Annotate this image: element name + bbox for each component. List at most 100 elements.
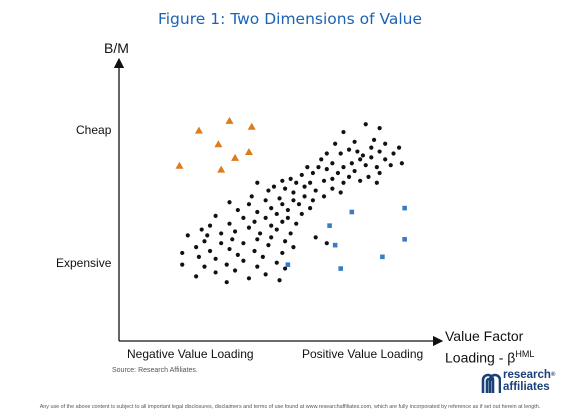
dot-point-20: [388, 163, 393, 168]
dot-point-11: [391, 151, 396, 156]
triangle-point-6: [175, 161, 184, 169]
dot-point-44: [294, 180, 299, 185]
dot-point-85: [199, 227, 204, 232]
dot-point-1: [377, 126, 382, 131]
dot-point-26: [341, 165, 346, 170]
dot-point-62: [227, 200, 232, 205]
dot-point-117: [283, 266, 288, 271]
dot-point-82: [207, 223, 213, 228]
square-point-5: [380, 254, 385, 260]
dot-point-25: [399, 161, 404, 166]
dot-point-125: [313, 235, 318, 240]
dot-point-93: [230, 237, 235, 242]
dot-point-84: [274, 227, 279, 232]
dot-point-108: [260, 254, 265, 259]
dot-point-47: [302, 184, 307, 189]
dot-point-64: [246, 202, 252, 207]
dot-point-13: [360, 153, 366, 158]
square-point-7: [338, 266, 343, 271]
dot-point-24: [374, 165, 379, 170]
x-axis-label: Value Factor Loading - βHML: [445, 327, 534, 367]
chart-marks: [175, 116, 407, 285]
dot-point-74: [263, 215, 268, 220]
dot-point-115: [255, 264, 260, 269]
dot-point-43: [280, 178, 285, 183]
dot-point-16: [369, 155, 374, 160]
dot-point-27: [316, 165, 321, 170]
dot-point-12: [396, 145, 402, 150]
dot-point-86: [232, 229, 238, 234]
logo-line1: research: [503, 369, 551, 381]
x-tick-positive: Positive Value Loading: [302, 347, 424, 361]
dot-point-56: [321, 194, 327, 199]
dot-point-110: [213, 256, 218, 261]
dot-point-15: [324, 151, 329, 156]
dot-point-38: [358, 178, 363, 183]
dot-point-68: [285, 207, 290, 213]
triangle-point-1: [247, 122, 256, 130]
dot-point-8: [346, 147, 352, 152]
dot-point-40: [321, 178, 327, 183]
dot-point-73: [213, 213, 218, 218]
x-axis-label-sup: HML: [515, 349, 535, 359]
dot-point-36: [299, 172, 304, 178]
triangle-point-4: [244, 148, 253, 156]
x-axis-label-text2: Loading - β: [445, 349, 516, 366]
dot-point-9: [355, 149, 360, 154]
dot-point-114: [224, 262, 229, 267]
triangle-point-3: [214, 140, 223, 148]
dot-point-51: [313, 188, 318, 193]
logo-mark-icon: [481, 373, 501, 393]
dot-point-122: [246, 276, 252, 281]
dot-point-32: [335, 170, 341, 176]
dot-point-61: [310, 198, 315, 203]
dot-point-50: [283, 186, 288, 191]
dot-point-45: [374, 180, 379, 185]
dot-point-106: [180, 250, 185, 256]
square-point-4: [332, 242, 338, 248]
dot-point-105: [280, 250, 285, 256]
dot-point-121: [194, 274, 199, 279]
y-tick-cheap: Cheap: [76, 123, 112, 137]
dot-point-63: [280, 202, 285, 207]
dot-point-5: [383, 141, 388, 146]
dot-point-76: [241, 215, 246, 220]
x-axis-label-line2: Loading - βHML: [445, 345, 534, 367]
dot-point-57: [277, 196, 282, 201]
dot-point-120: [213, 270, 218, 275]
dot-point-70: [255, 209, 260, 215]
dot-point-78: [280, 219, 285, 224]
dot-point-83: [246, 225, 252, 230]
dot-point-95: [283, 239, 288, 244]
dot-point-111: [241, 258, 246, 263]
dot-point-69: [235, 207, 240, 213]
dot-point-97: [241, 241, 246, 246]
dot-point-71: [274, 211, 279, 217]
dot-point-65: [296, 202, 302, 207]
dot-point-118: [232, 268, 238, 273]
dot-point-109: [196, 254, 202, 259]
logo-line2: affiliates: [503, 381, 550, 393]
square-point-3: [402, 237, 407, 242]
triangle-point-0: [225, 116, 234, 124]
dot-point-3: [371, 137, 377, 142]
dot-point-14: [338, 151, 343, 156]
research-affiliates-logo: research® affiliates: [481, 368, 577, 402]
dot-point-10: [377, 149, 382, 154]
dot-point-18: [358, 157, 363, 162]
dot-point-34: [366, 174, 371, 179]
dot-point-80: [294, 221, 299, 226]
x-tick-negative: Negative Value Loading: [127, 347, 254, 361]
dot-point-116: [202, 264, 207, 269]
dot-point-49: [255, 180, 260, 185]
dot-point-22: [330, 161, 335, 166]
dot-point-60: [263, 198, 268, 203]
dot-point-30: [352, 168, 357, 174]
triangle-point-5: [231, 153, 240, 161]
dot-point-39: [288, 176, 293, 181]
dot-point-102: [227, 246, 232, 252]
dot-point-35: [346, 174, 352, 179]
dot-point-81: [269, 223, 274, 228]
dot-point-46: [271, 184, 277, 189]
dot-point-42: [308, 180, 313, 185]
